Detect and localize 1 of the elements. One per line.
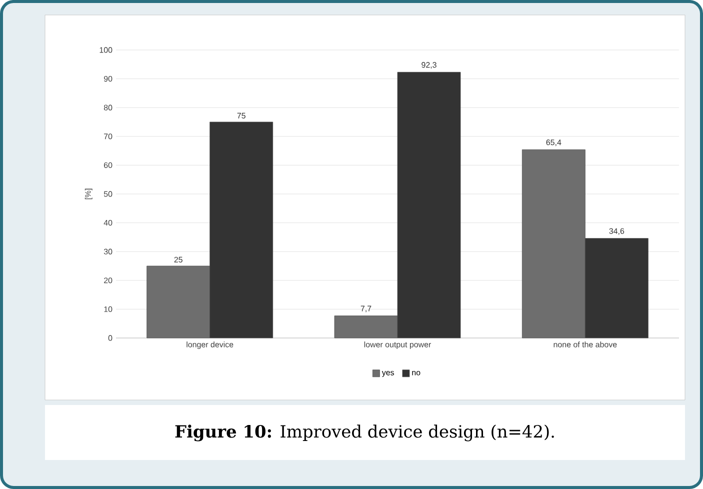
text: Figure 10: Improved device design (n=42). [175, 424, 554, 442]
